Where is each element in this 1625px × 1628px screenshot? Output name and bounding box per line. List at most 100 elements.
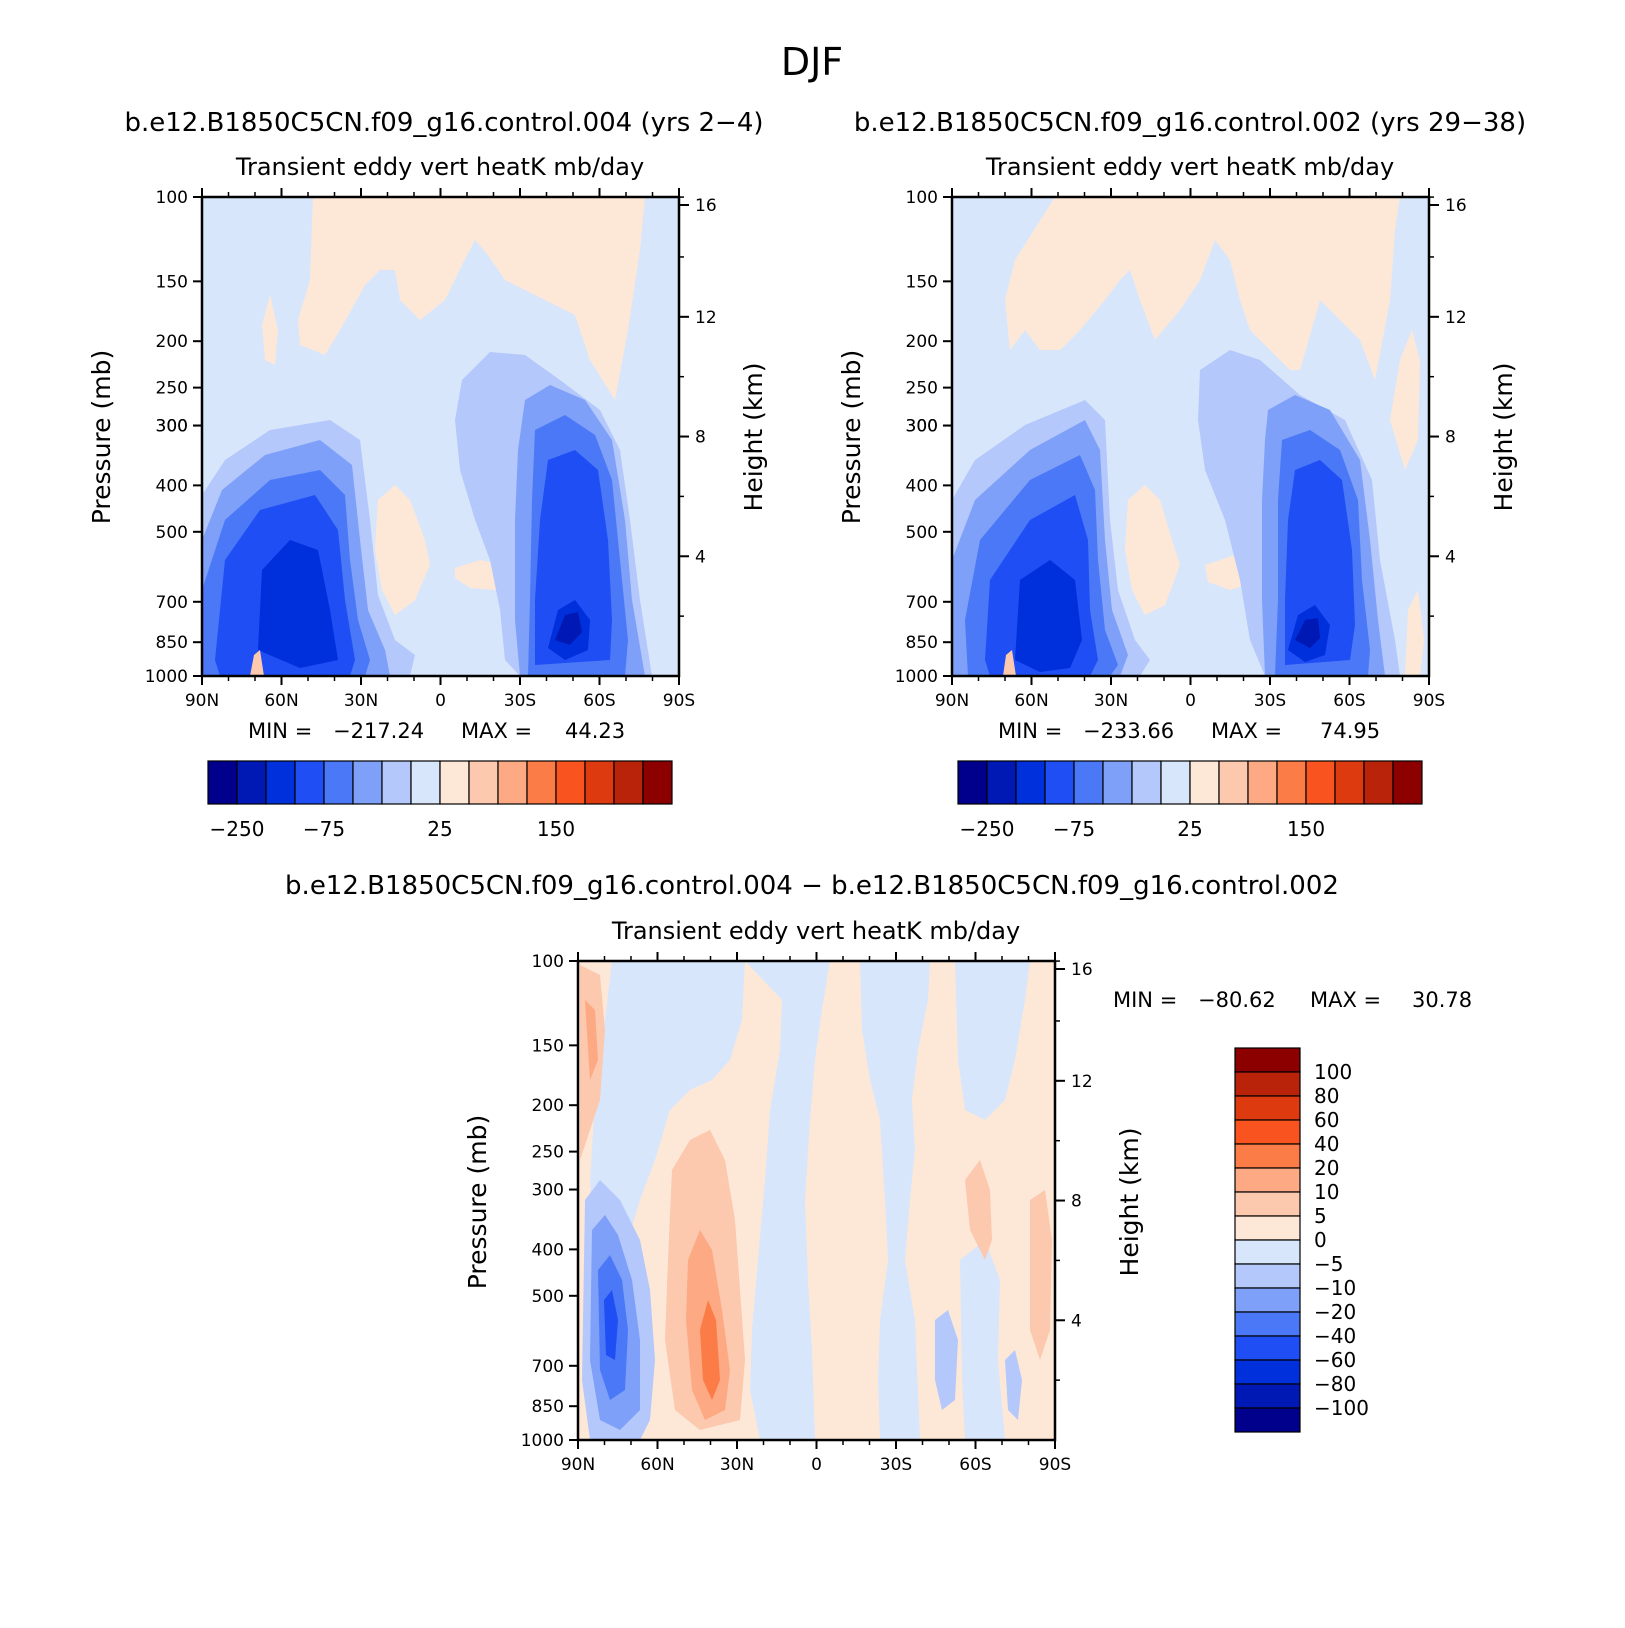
plot-title: b.e12.B1850C5CN.f09_g16.control.004 (yrs… (124, 108, 763, 138)
max-label: MAX = (461, 719, 532, 743)
y-tick-label: 300 (532, 1181, 564, 1201)
y-right-tick-label: 16 (1445, 196, 1467, 216)
colorbar-swatch (265, 760, 296, 805)
y-tick-label: 1000 (521, 1431, 564, 1451)
y-tick-label: 200 (906, 332, 938, 352)
y-right-axis-label: Height (km) (1489, 363, 1518, 512)
panel-top-left: b.e12.B1850C5CN.f09_g16.control.004 (yrs… (87, 108, 768, 841)
max-label: MAX = (1310, 988, 1381, 1012)
y-tick-label: 850 (156, 633, 188, 653)
contour-field (202, 197, 679, 676)
y-right-tick-label: 4 (695, 547, 706, 567)
colorbar-swatch (1044, 760, 1075, 805)
colorbar-swatch (1189, 760, 1220, 805)
colorbar-label: −75 (1053, 817, 1095, 841)
contour-band (745, 961, 830, 1440)
contour-band (1390, 330, 1420, 470)
colorbar-swatch (1305, 760, 1336, 805)
colorbar-swatch (1234, 1383, 1301, 1409)
colorbar-label: 150 (537, 817, 575, 841)
y-tick-label: 700 (532, 1357, 564, 1377)
x-tick-label: 60S (583, 691, 615, 711)
y-tick-label: 100 (906, 188, 938, 208)
contour-band (1015, 560, 1082, 672)
contour-band (955, 961, 1030, 1120)
colorbar-label: 60 (1314, 1108, 1339, 1132)
colorbar-swatch (555, 760, 586, 805)
colorbar-label: −250 (210, 817, 265, 841)
plot-title: b.e12.B1850C5CN.f09_g16.control.002 (yrs… (854, 108, 1526, 138)
max-value: 30.78 (1412, 988, 1472, 1012)
min-label: MIN = (248, 719, 312, 743)
y-tick-label: 200 (532, 1096, 564, 1116)
y-tick-label: 400 (532, 1240, 564, 1260)
x-tick-label: 0 (811, 1455, 822, 1475)
panel-top-right: b.e12.B1850C5CN.f09_g16.control.002 (yrs… (837, 108, 1526, 841)
colorbar-swatch (1234, 1143, 1301, 1169)
x-tick-label: 0 (1185, 691, 1196, 711)
colorbar-label: −100 (1314, 1396, 1369, 1420)
y-tick-label: 1000 (145, 667, 188, 687)
x-tick-label: 30S (880, 1455, 912, 1475)
colorbar-swatch (1234, 1359, 1301, 1385)
colorbar-label: −75 (303, 817, 345, 841)
y-tick-label: 100 (156, 188, 188, 208)
y-tick-label: 400 (906, 476, 938, 496)
colorbar-swatch (1234, 1335, 1301, 1361)
x-tick-label: 60N (1014, 691, 1048, 711)
y-right-tick-label: 12 (1445, 308, 1467, 328)
contour-band (965, 1160, 992, 1260)
contour-band (375, 485, 430, 615)
x-tick-label: 0 (435, 691, 446, 711)
y-right-axis-label: Height (km) (739, 363, 768, 512)
colorbar-label: −40 (1314, 1324, 1356, 1348)
colorbar-swatch (1234, 1119, 1301, 1145)
x-tick-label: 90N (185, 691, 219, 711)
y-tick-label: 150 (906, 272, 938, 292)
colorbar-swatch (1234, 1215, 1301, 1241)
colorbar-label: 10 (1314, 1180, 1339, 1204)
colorbar-swatch (957, 760, 988, 805)
contour-band (262, 295, 278, 365)
colorbar-label: 20 (1314, 1156, 1339, 1180)
colorbar-swatch (1234, 1167, 1301, 1193)
y-axis-label: Pressure (mb) (463, 1115, 492, 1289)
colorbar-swatch (613, 760, 644, 805)
contour-band (1030, 1190, 1052, 1360)
colorbar-label: −60 (1314, 1348, 1356, 1372)
y-tick-label: 300 (156, 417, 188, 437)
min-value: −80.62 (1198, 988, 1276, 1012)
colorbar-swatch (323, 760, 354, 805)
contour-band (555, 612, 582, 645)
colorbar-swatch (1234, 1311, 1301, 1337)
y-tick-label: 150 (532, 1036, 564, 1056)
colorbar-swatch (1073, 760, 1104, 805)
x-tick-label: 90N (935, 691, 969, 711)
y-tick-label: 850 (906, 633, 938, 653)
y-axis-label: Pressure (mb) (87, 350, 116, 524)
colorbar-label: −80 (1314, 1372, 1356, 1396)
y-right-tick-label: 8 (1071, 1192, 1082, 1212)
x-tick-label: 90S (663, 691, 695, 711)
y-right-tick-label: 8 (1445, 428, 1456, 448)
y-tick-label: 500 (532, 1287, 564, 1307)
contour-band (860, 961, 930, 1440)
colorbar-swatch (1015, 760, 1046, 805)
page-title: DJF (781, 40, 843, 84)
colorbar-label: −10 (1314, 1276, 1356, 1300)
contour-band (1405, 590, 1424, 676)
colorbar-swatch (468, 760, 499, 805)
colorbar-swatch (1234, 1263, 1301, 1289)
y-right-tick-label: 16 (1071, 960, 1093, 980)
colorbar-swatch (439, 760, 470, 805)
min-label: MIN = (1113, 988, 1177, 1012)
x-tick-label: 60N (640, 1455, 674, 1475)
colorbar-swatch (1247, 760, 1278, 805)
contour-band (1295, 618, 1320, 648)
x-tick-label: 90S (1039, 1455, 1071, 1475)
contour-band (1005, 1350, 1022, 1420)
colorbar-label: −20 (1314, 1300, 1356, 1324)
x-tick-label: 60S (959, 1455, 991, 1475)
colorbar-swatch (584, 760, 615, 805)
plot-subtitle: Transient eddy vert heatK mb/day (985, 153, 1394, 181)
